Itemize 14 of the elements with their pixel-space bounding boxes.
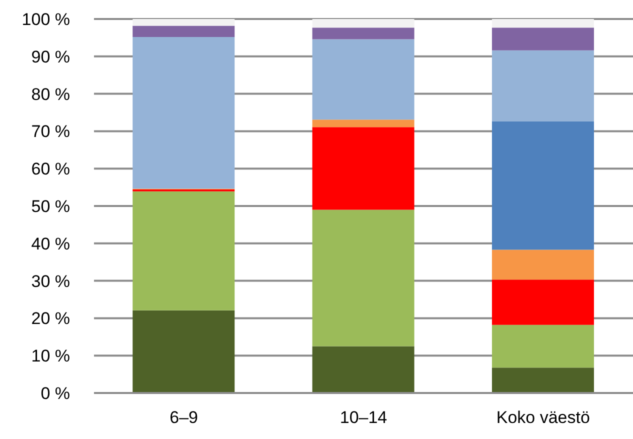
- x-tick-label: 10–14: [340, 408, 388, 428]
- y-tick-label: 20 %: [31, 309, 70, 328]
- y-tick-label: 50 %: [31, 197, 70, 216]
- y-tick-label: 0 %: [40, 384, 70, 404]
- y-tick-label: 60 %: [31, 160, 70, 179]
- y-tick-label: 100 %: [22, 10, 70, 30]
- y-tick-label: 90 %: [31, 47, 70, 66]
- x-tick-label: 6–9: [170, 408, 198, 428]
- y-tick-label: 30 %: [31, 272, 70, 291]
- y-tick-label: 10 %: [31, 346, 70, 366]
- x-tick-label: Koko väestö: [496, 408, 590, 428]
- y-tick-label: 70 %: [31, 122, 70, 142]
- y-tick-label: 80 %: [31, 84, 70, 104]
- y-tick-label: 40 %: [31, 234, 70, 254]
